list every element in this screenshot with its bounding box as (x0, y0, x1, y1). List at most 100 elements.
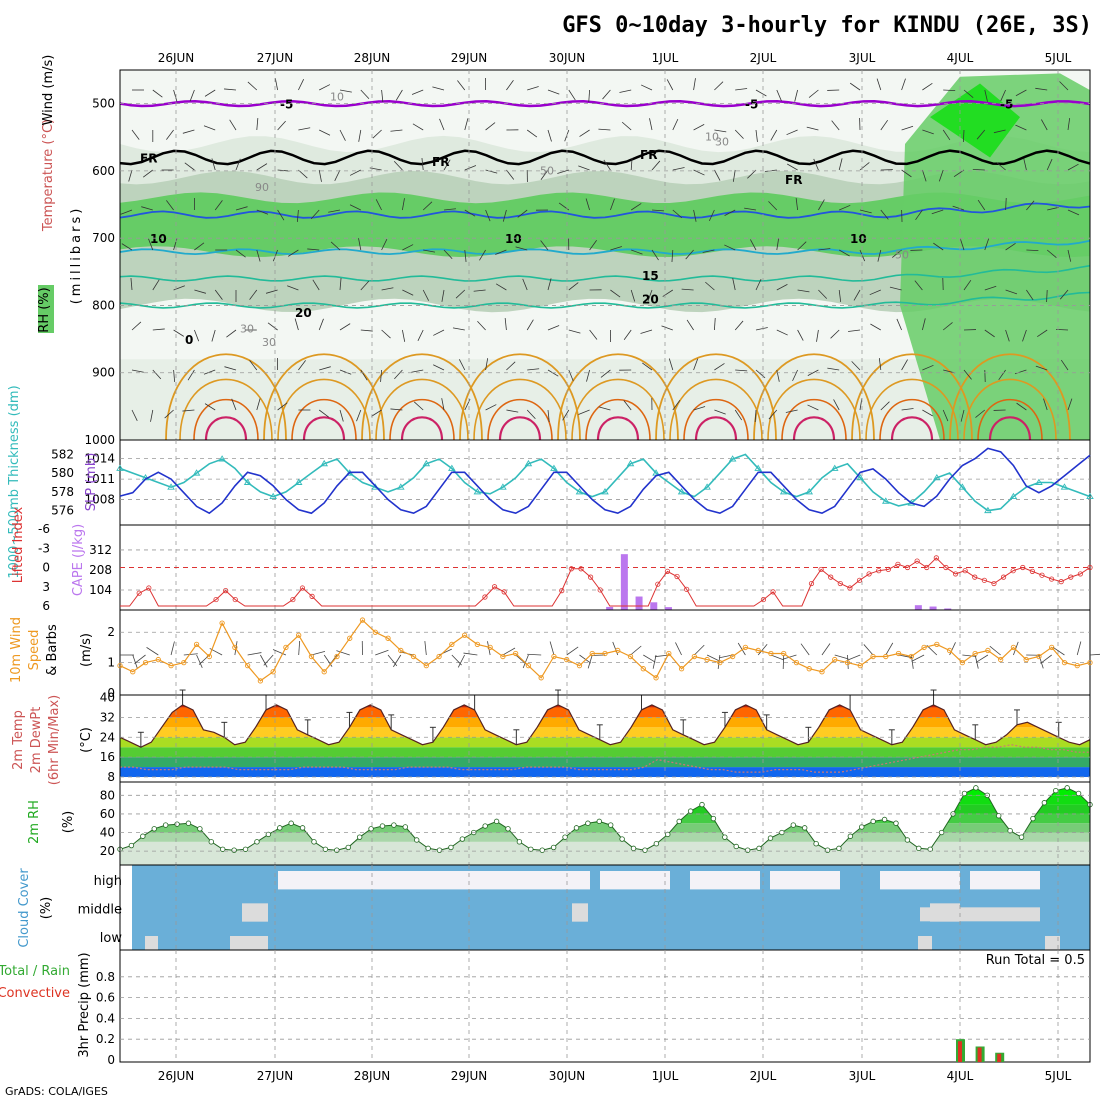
wind-barb (485, 169, 498, 174)
wind-barb (131, 409, 138, 421)
isotherm-line (119, 202, 1091, 219)
li-marker (828, 574, 834, 580)
wind-barb (130, 278, 133, 291)
temp-band (120, 747, 1090, 758)
isotherm-label: 10 (505, 232, 522, 246)
wind-barb (506, 409, 519, 413)
wind-barb (506, 80, 514, 91)
surface-wind-barb (652, 654, 657, 669)
precip-label-1: Total / Rain (0, 964, 70, 979)
wind-barb (395, 89, 403, 101)
wind-barb (235, 158, 241, 171)
wind-barb (312, 279, 320, 291)
surface-wind-barb (272, 649, 287, 656)
thickness-line-marker (626, 459, 635, 467)
wind-barb (203, 369, 216, 375)
wind-barb (610, 198, 615, 211)
wind-barb (859, 398, 863, 411)
surface-wind-barb (962, 654, 977, 657)
wind-barb (439, 118, 445, 131)
wind-barb (272, 249, 278, 262)
wind-barb (589, 240, 597, 251)
surface-wind-barb (975, 654, 989, 663)
wind-barb (963, 369, 972, 380)
isotherm-loop (389, 398, 455, 441)
wind-barb (1023, 158, 1027, 171)
wind-barb (993, 129, 1006, 134)
rh-marker (585, 820, 591, 826)
surface-wind-barb (675, 642, 682, 656)
wind-barb (150, 409, 154, 422)
surface-wind-barb (146, 647, 159, 656)
date-label-bottom: 4JUL (947, 1069, 974, 1083)
rh-marker (710, 815, 717, 822)
wind-barb (310, 209, 320, 220)
thickness-line-marker (550, 464, 558, 471)
isotherm-label: 10 (150, 232, 167, 246)
wind-barb (896, 318, 902, 331)
wind-barb (473, 289, 486, 292)
wind-barb (839, 204, 851, 211)
wind-barb (996, 161, 1006, 171)
wind-barb (831, 120, 840, 131)
rh-marker (242, 846, 249, 852)
wind-barb (984, 285, 997, 291)
surface-wind-barb (834, 654, 849, 660)
wind-barb (755, 89, 767, 97)
wind-barb (235, 249, 246, 258)
wind-barb (296, 209, 299, 222)
wind-barb (214, 200, 223, 211)
wind-barb (870, 323, 881, 331)
wind-barb (319, 129, 331, 136)
li-marker (818, 566, 824, 573)
wind-barb (853, 289, 861, 301)
wind-barb (142, 169, 154, 178)
thickness-line-marker (779, 488, 788, 495)
rh-marker (619, 836, 625, 842)
rh-band-fill (120, 823, 1090, 833)
chart-title: GFS 0~10day 3-hourly for KINDU (26E, 3S) (562, 13, 1092, 38)
wind-barb (411, 89, 424, 95)
isotherm-loop (963, 378, 1057, 441)
wind-barb (422, 289, 430, 301)
wind-barb (433, 329, 445, 336)
wind-barb (839, 249, 850, 257)
wind-barb (204, 89, 216, 97)
li-marker (559, 587, 565, 594)
li-marker (501, 589, 507, 595)
wind-speed-marker (155, 656, 161, 663)
wind-barb (666, 79, 674, 91)
isotherm-loop (571, 378, 665, 441)
wind-barb (1060, 359, 1069, 371)
wind-barb (755, 327, 768, 331)
wind-barb (685, 249, 694, 260)
isotherm-loop (890, 416, 934, 441)
date-label-top: 29JUN (451, 51, 488, 65)
wind-barb (976, 129, 986, 140)
surface-wind-barb (847, 654, 861, 661)
cloud-gap (120, 865, 132, 950)
surface-wind-barb (311, 650, 326, 656)
cape-bar (635, 596, 643, 610)
isotherm-label: FR (432, 155, 449, 169)
wind-barb (963, 279, 972, 291)
rh-marker (904, 837, 911, 843)
wind-barb (755, 278, 762, 291)
wind-barb (750, 239, 757, 251)
surface-wind-barb (757, 644, 768, 656)
wind-barb (797, 329, 804, 341)
rh-marker (756, 845, 762, 852)
thickness-line-marker (243, 478, 252, 485)
wind-barb (602, 89, 611, 100)
surface-wind-barb (1052, 646, 1065, 656)
wind-barb (1026, 249, 1039, 252)
wind-barb (901, 408, 914, 411)
wind-barb (579, 129, 590, 137)
wind-barb (1026, 289, 1034, 301)
wind-barb (502, 209, 507, 222)
li-marker (885, 566, 891, 573)
wind-barb (933, 242, 944, 251)
wind-barb (417, 329, 424, 341)
cloud-level-label: middle (78, 903, 122, 918)
surface-wind-barb (989, 645, 1001, 656)
